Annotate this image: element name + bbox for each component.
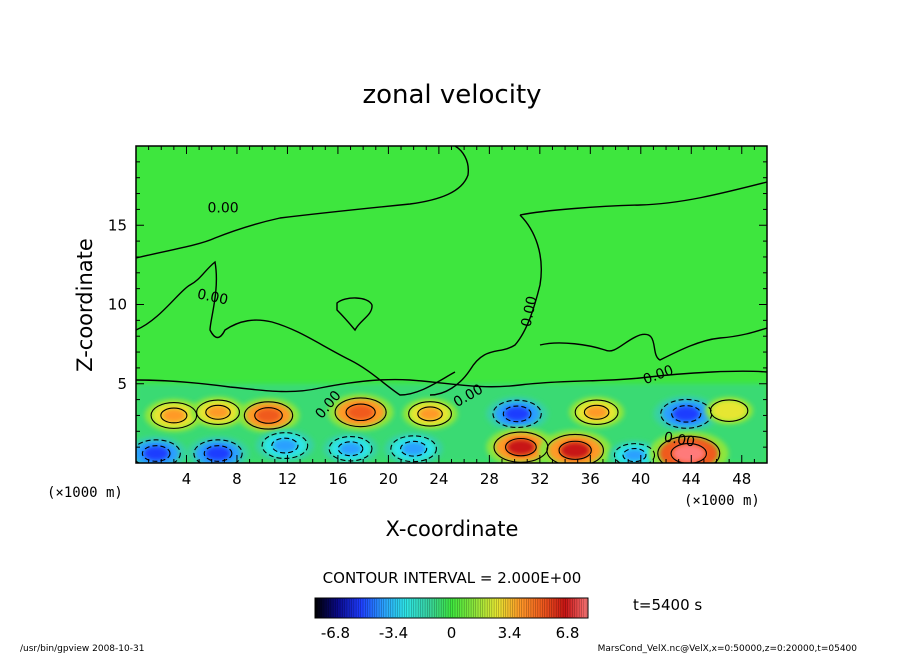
cell-core bbox=[719, 405, 739, 417]
positive-contour bbox=[709, 399, 749, 422]
x-tick-labels: 4 8 12 16 20 24 28 32 36 40 44 48 bbox=[182, 470, 752, 488]
positive-contour bbox=[408, 401, 453, 427]
cell-core bbox=[504, 406, 530, 422]
positive-contour bbox=[657, 435, 721, 463]
x-tick-label: 12 bbox=[278, 470, 297, 488]
positive-contour bbox=[196, 399, 241, 426]
cell-core bbox=[143, 446, 169, 461]
cell-core bbox=[161, 408, 186, 423]
negative-contour bbox=[337, 441, 364, 457]
cell-core bbox=[418, 407, 442, 421]
positive-contour bbox=[546, 433, 604, 463]
cell-core bbox=[560, 442, 590, 459]
x-tick-label: 8 bbox=[232, 470, 242, 488]
positive-contour bbox=[205, 404, 231, 420]
zero-contour-blob bbox=[336, 297, 373, 332]
x-tick-label: 4 bbox=[182, 470, 192, 488]
negative-contour bbox=[400, 440, 428, 457]
cell-core bbox=[339, 442, 362, 456]
y-axis-unit: (×1000 m) bbox=[47, 485, 123, 501]
zero-contour-east bbox=[539, 327, 767, 361]
footer-source: MarsCond_VelX.nc@VelX,x=0:50000,z=0:2000… bbox=[598, 644, 858, 654]
colorbar-tick-label: 3.4 bbox=[498, 624, 522, 642]
x-tick-label: 32 bbox=[530, 470, 549, 488]
x-tick-label: 24 bbox=[429, 470, 448, 488]
colorbar-tick-label: 0 bbox=[447, 624, 457, 642]
cell-core bbox=[672, 444, 705, 463]
cell-contours bbox=[136, 397, 749, 463]
x-tick-label: 20 bbox=[379, 470, 398, 488]
cell-core bbox=[205, 446, 231, 461]
cell-core bbox=[272, 438, 297, 453]
time-label: t=5400 s bbox=[633, 596, 702, 614]
cell-core bbox=[206, 405, 230, 419]
colorbar-tick-label: -6.8 bbox=[321, 624, 350, 642]
cell-core bbox=[672, 406, 700, 422]
positive-contour bbox=[670, 443, 708, 463]
positive-contour bbox=[345, 403, 376, 422]
zero-contour-plume bbox=[429, 214, 542, 396]
y-axis-label: Z-coordinate bbox=[73, 238, 97, 372]
negative-contour bbox=[136, 439, 181, 463]
x-tick-label: 16 bbox=[328, 470, 347, 488]
contour-label: 0.00 bbox=[519, 295, 541, 329]
x-tick-label: 28 bbox=[480, 470, 499, 488]
negative-contour bbox=[502, 405, 532, 423]
negative-contour bbox=[613, 443, 656, 463]
x-axis-label: X-coordinate bbox=[386, 517, 519, 541]
zero-contour-lower bbox=[136, 370, 767, 393]
tick-marks bbox=[136, 146, 767, 463]
colorbar-stripes bbox=[316, 599, 587, 617]
y-tick-labels: 5 10 15 bbox=[108, 216, 127, 393]
y-tick-label: 10 bbox=[108, 296, 127, 314]
negative-contour bbox=[492, 399, 542, 429]
cell-core bbox=[255, 408, 282, 423]
x-axis-unit: (×1000 m) bbox=[684, 493, 760, 509]
contour-interval-text: CONTOUR INTERVAL = 2.000E+00 bbox=[323, 569, 582, 587]
negative-contour bbox=[622, 447, 647, 463]
cell-core bbox=[401, 441, 426, 456]
positive-contour bbox=[574, 399, 619, 426]
positive-contour bbox=[160, 407, 188, 424]
colorbar bbox=[314, 597, 589, 619]
cell-core bbox=[506, 439, 535, 456]
cell-core bbox=[623, 449, 645, 462]
y-tick-label: 5 bbox=[117, 375, 127, 393]
x-tick-label: 36 bbox=[581, 470, 600, 488]
contour-lines bbox=[136, 146, 767, 396]
velocity-field bbox=[136, 383, 767, 463]
positive-contour bbox=[417, 406, 443, 422]
colorbar-tick-label: -3.4 bbox=[379, 624, 408, 642]
cell-core bbox=[347, 404, 375, 420]
negative-contour bbox=[203, 445, 233, 462]
positive-contour bbox=[243, 401, 294, 430]
negative-contour bbox=[193, 439, 243, 463]
contour-label: 0.00 bbox=[663, 429, 696, 450]
negative-contour bbox=[141, 445, 171, 462]
cell-core bbox=[585, 405, 608, 419]
negative-contour bbox=[671, 405, 702, 423]
positive-contour bbox=[334, 397, 387, 428]
x-tick-label: 44 bbox=[682, 470, 701, 488]
positive-contour bbox=[504, 437, 537, 457]
zero-contour-right bbox=[519, 181, 767, 216]
positive-contour bbox=[583, 404, 610, 420]
chart-title: zonal velocity bbox=[362, 80, 541, 110]
y-tick-label: 15 bbox=[108, 216, 127, 234]
x-tick-label: 40 bbox=[631, 470, 650, 488]
contour-label: 0.00 bbox=[207, 201, 238, 217]
footer-program: /usr/bin/gpview 2008-10-31 bbox=[20, 644, 144, 654]
positive-contour bbox=[254, 407, 283, 424]
positive-contour bbox=[150, 401, 198, 429]
x-tick-label: 48 bbox=[732, 470, 751, 488]
negative-contour bbox=[261, 432, 309, 460]
contour-label: 0.00 bbox=[196, 286, 230, 308]
zero-contour-mid bbox=[136, 260, 456, 396]
colorbar-tick-label: 6.8 bbox=[556, 624, 580, 642]
zero-contour-upper bbox=[136, 146, 470, 259]
colorbar-tick-labels: -6.8 -3.4 0 3.4 6.8 bbox=[321, 624, 580, 642]
positive-contour bbox=[558, 440, 592, 460]
negative-contour bbox=[271, 437, 299, 454]
